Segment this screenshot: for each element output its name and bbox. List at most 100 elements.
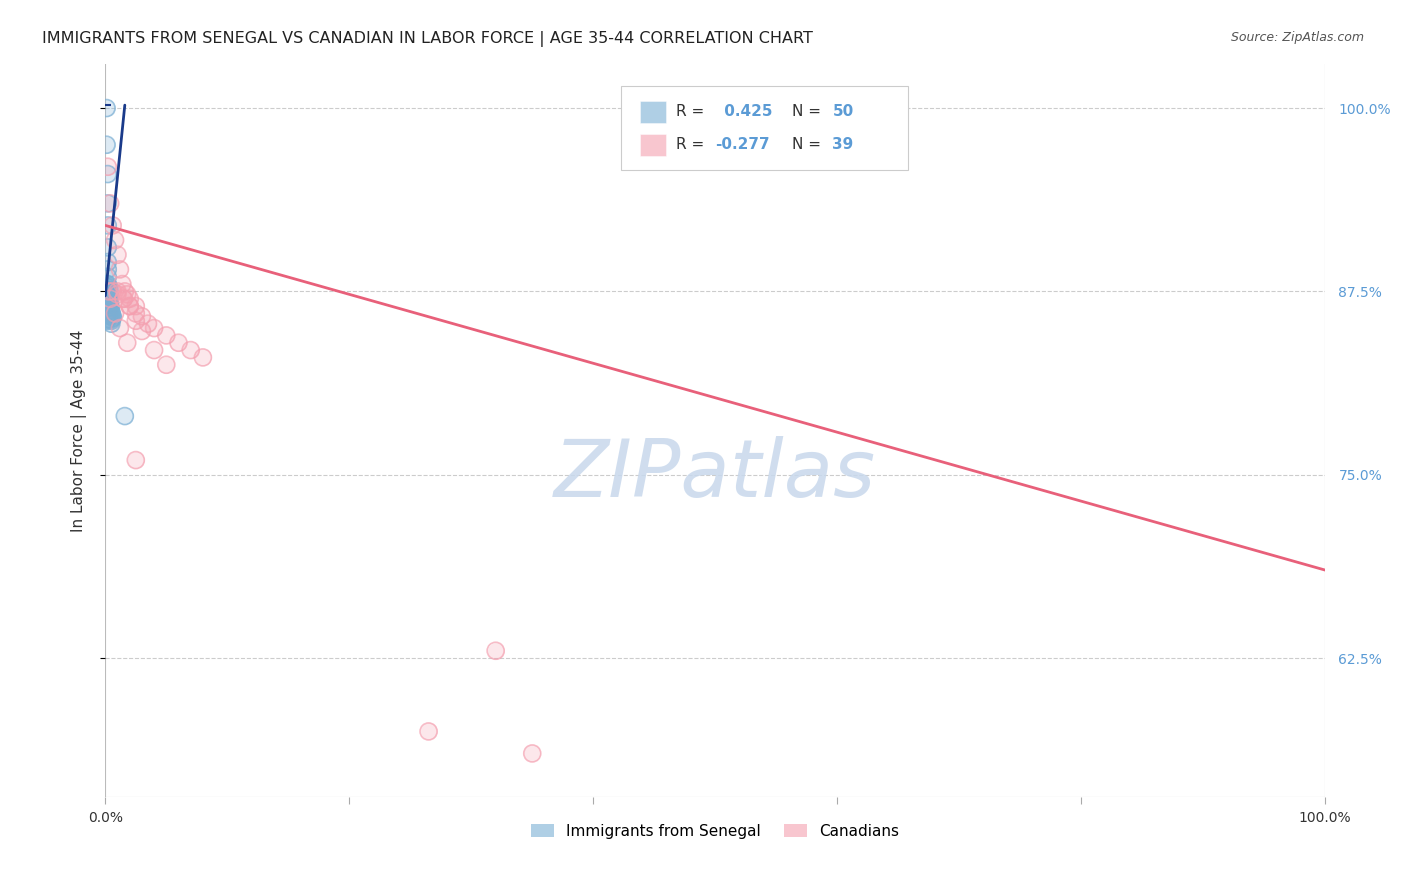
Point [97,293,120,308]
Point [97,262,120,277]
Point [101,310,124,324]
Point [131,310,153,324]
Point [97,292,120,306]
Point [118,299,141,313]
Point [97,289,120,303]
Point [112,292,135,306]
Point [167,335,190,350]
Point [97,299,120,313]
Point [97,296,120,310]
Point [114,409,136,423]
Point [97,285,120,299]
Point [98,292,121,306]
Point [98,310,121,324]
Point [155,328,177,343]
Point [97,255,120,269]
Point [100,314,122,328]
Text: R =: R = [676,137,709,153]
Point [97,255,120,269]
Point [98,301,121,315]
Point [118,299,141,313]
Point [125,453,148,467]
Text: IMMIGRANTS FROM SENEGAL VS CANADIAN IN LABOR FORCE | AGE 35-44 CORRELATION CHART: IMMIGRANTS FROM SENEGAL VS CANADIAN IN L… [42,31,813,47]
Point [125,314,148,328]
Point [111,277,134,291]
Point [104,233,127,247]
Point [97,287,120,301]
Legend: Immigrants from Senegal, Canadians: Immigrants from Senegal, Canadians [526,818,905,845]
Point [107,248,129,262]
Point [118,292,141,306]
Point [97,290,120,304]
Point [96,312,118,326]
Point [97,293,120,308]
Point [101,310,124,324]
Point [97,290,120,304]
Point [97,283,120,297]
Point [96,283,118,297]
Text: R =: R = [676,104,709,120]
Point [108,321,131,335]
Point [98,297,121,311]
Point [96,277,118,291]
Point [97,285,120,299]
Point [117,287,139,301]
Point [97,294,120,309]
Point [97,285,120,299]
Point [97,219,120,233]
Point [100,305,122,319]
Point [98,301,121,316]
Point [191,351,214,365]
Point [131,324,153,338]
Point [143,343,166,357]
Point [97,240,120,254]
Point [108,321,131,335]
Point [97,287,120,301]
Point [97,196,120,211]
Point [98,306,121,320]
Point [97,297,120,311]
Point [101,285,124,299]
Point [96,101,118,115]
Point [96,137,118,152]
Point [101,219,124,233]
Point [97,167,120,181]
Point [112,292,135,306]
Point [96,101,118,115]
Point [97,289,120,303]
Point [107,287,129,301]
Point [97,219,120,233]
Point [180,343,202,357]
Point [100,306,122,320]
Point [191,351,214,365]
Point [143,343,166,357]
Point [97,285,120,299]
Point [125,299,148,313]
Point [98,196,121,211]
Point [485,644,508,658]
Point [101,219,124,233]
Point [131,310,153,324]
Point [107,285,129,299]
Point [101,310,124,325]
Point [98,297,121,311]
Text: N =: N = [792,137,825,153]
Point [98,292,121,306]
Text: N =: N = [792,104,825,120]
Point [97,167,120,181]
Point [101,310,124,325]
Point [114,409,136,423]
Point [108,262,131,277]
Point [98,303,121,318]
Point [97,285,120,299]
Point [100,317,122,331]
Point [97,285,120,299]
Point [98,301,121,315]
Point [136,317,159,331]
Point [117,335,139,350]
FancyBboxPatch shape [621,86,908,170]
Point [97,292,120,306]
Point [111,277,134,291]
Text: Source: ZipAtlas.com: Source: ZipAtlas.com [1230,31,1364,45]
Point [107,285,129,299]
